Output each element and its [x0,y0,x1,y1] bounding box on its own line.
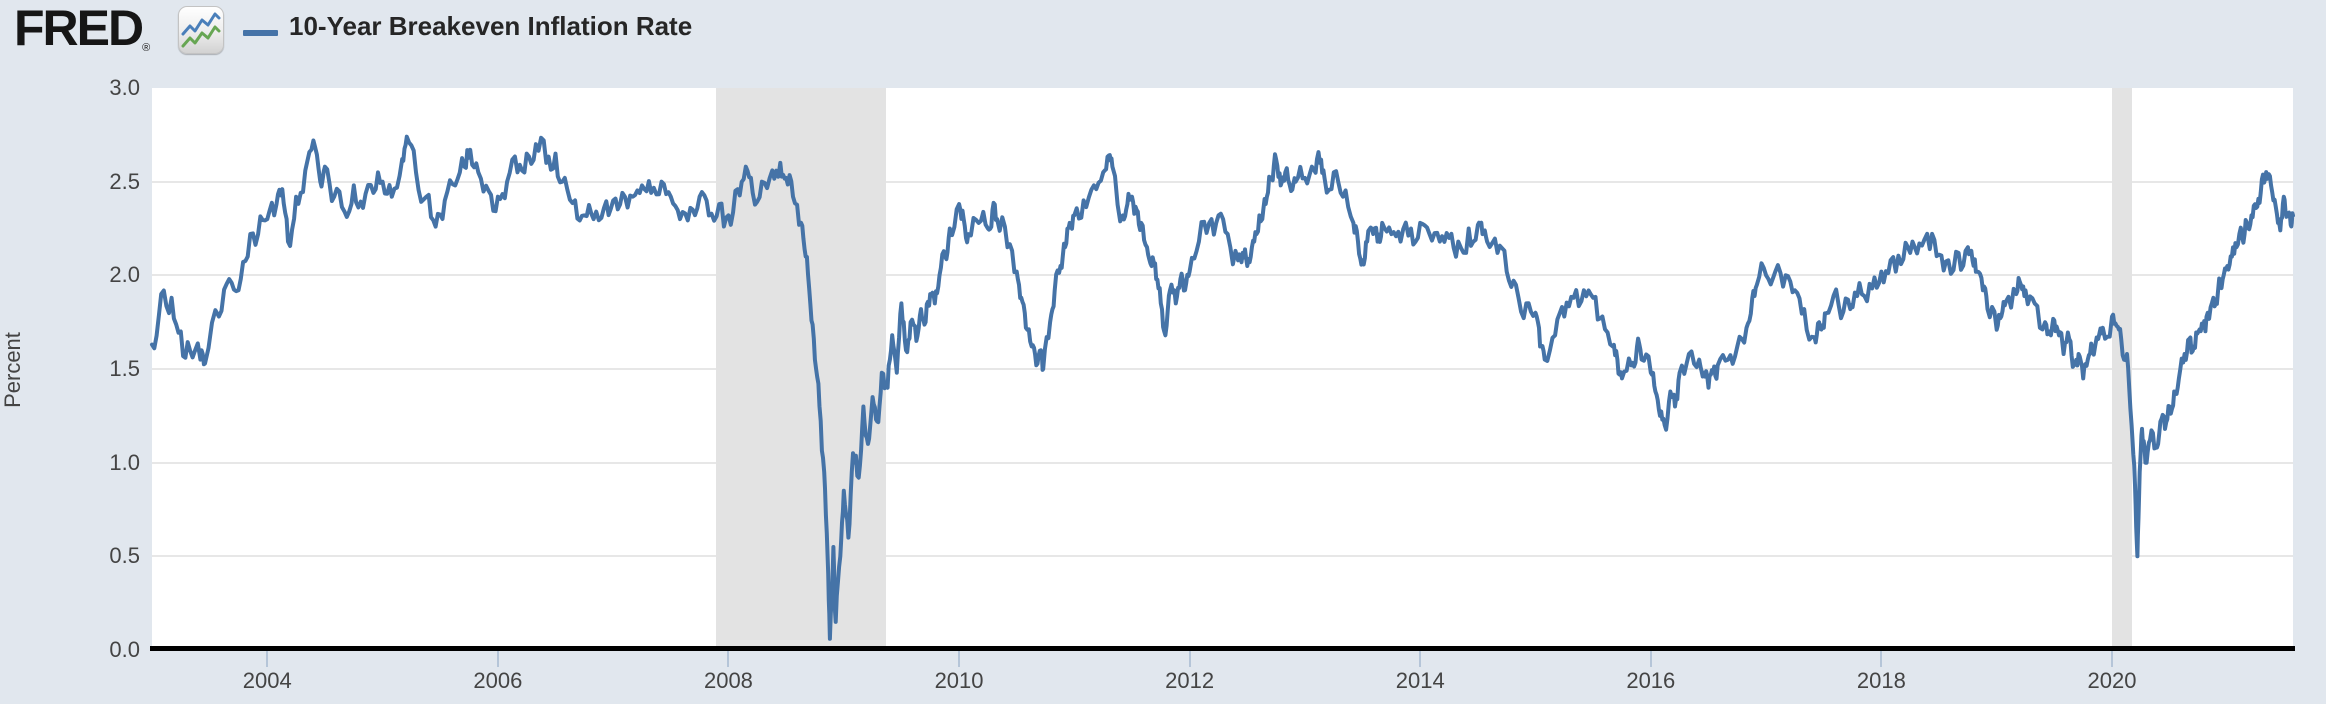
gridline-1.0 [152,461,2293,464]
gridline-0.5 [152,555,2293,558]
x-tick-label-2018: 2018 [1856,668,1906,693]
y-tick-label-0.0: 0.0 [109,637,140,662]
x-tick-2012 [1188,651,1191,667]
legend-line-swatch [243,30,278,36]
x-tick-2008 [727,651,730,667]
legend-series-label: 10-Year Breakeven Inflation Rate [289,11,693,41]
y-tick-label-2.5: 2.5 [109,168,140,194]
y-tick-label-0.5: 0.5 [109,543,140,569]
x-tick-label-2008: 2008 [703,668,753,693]
fred-logo-text: FRED [14,0,144,56]
series-line [150,134,2295,641]
y-tick-label-2.0: 2.0 [109,262,140,288]
x-tick-2006 [496,651,499,667]
x-tick-2020 [2110,651,2113,667]
plot-area[interactable] [150,88,2295,650]
y-tick-label-1.5: 1.5 [109,356,140,381]
x-tick-label-2012: 2012 [1165,668,1215,693]
series-line-canvas[interactable] [150,88,2295,650]
y-tick-label-3.0: 3.0 [109,75,140,100]
gridline-2.5 [152,180,2293,183]
x-tick-label-2020: 2020 [2087,668,2137,693]
x-tick-2018 [1880,651,1883,667]
recession-band [2111,88,2132,650]
y-axis-title: Percent [0,332,25,408]
y-tick-label-1.0: 1.0 [109,449,140,475]
gridline-1.5 [152,368,2293,370]
x-tick-2010 [958,651,961,667]
registered-trademark-symbol: ® [142,42,151,54]
x-tick-label-2014: 2014 [1395,668,1445,693]
fred-logo: FRED® [14,2,150,74]
x-tick-label-2010: 2010 [934,668,984,693]
x-tick-label-2016: 2016 [1626,668,1676,693]
line-chart-icon [178,6,224,54]
gridline-2.0 [152,274,2293,277]
x-axis-line [150,646,2295,651]
x-tick-2016 [1649,651,1652,667]
x-tick-label-2004: 2004 [242,668,292,693]
x-tick-label-2006: 2006 [473,668,523,693]
x-tick-2014 [1419,651,1422,667]
x-tick-2004 [266,651,269,667]
